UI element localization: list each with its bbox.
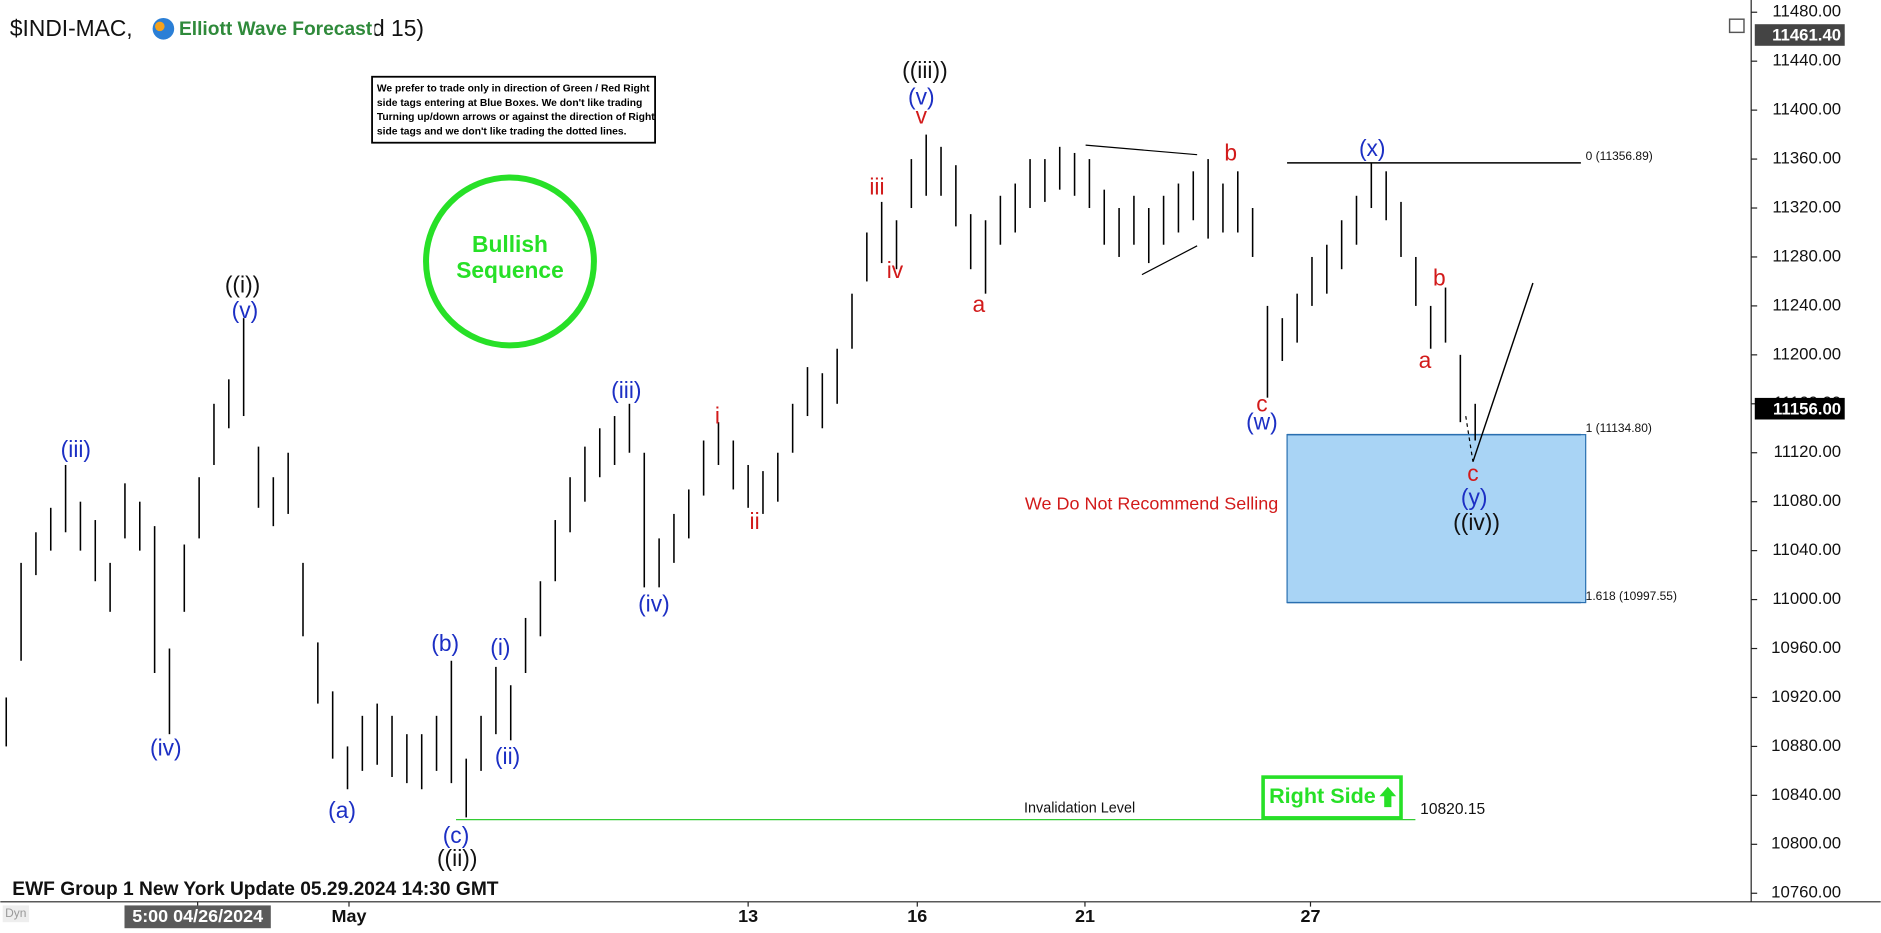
price-marker-label: 11156.00 <box>1773 399 1841 418</box>
crosshair-time-box <box>124 905 271 929</box>
wave-label: b <box>1224 140 1237 166</box>
x-tick-label: 16 <box>907 906 927 926</box>
corner-text: Dyn <box>5 906 26 920</box>
triangle-line <box>1141 245 1198 276</box>
x-tick-label: 5:00 04/26/2024 <box>132 906 263 926</box>
y-tick-label: 11440.00 <box>1772 51 1841 70</box>
title-suffix: d 15) <box>372 15 424 41</box>
wave-label: (v) <box>908 83 935 109</box>
y-tick-label: 11320.00 <box>1772 197 1841 216</box>
y-tick-label: 10800.00 <box>1771 834 1841 853</box>
wave-label: (iii) <box>61 436 91 462</box>
price-marker-box <box>1754 24 1845 46</box>
y-tick-label: 10960.00 <box>1771 638 1841 657</box>
triangle-line <box>1085 144 1198 156</box>
wave-label: v <box>916 103 928 129</box>
y-tick-label: 11240.00 <box>1772 295 1841 314</box>
disclaimer-box <box>371 75 656 144</box>
wave-label: ((iv)) <box>1453 509 1500 535</box>
wave-label: b <box>1433 264 1446 290</box>
wave-label: a <box>973 291 986 317</box>
wave-label: (x) <box>1359 135 1386 161</box>
x-tick-label: 27 <box>1300 906 1320 926</box>
y-tick-label: 10760.00 <box>1771 883 1841 902</box>
logo-icon <box>155 21 165 32</box>
wave-label: ((ii)) <box>437 845 477 871</box>
y-tick-label: 11000.00 <box>1772 589 1841 608</box>
wave-label: (iv) <box>638 591 670 617</box>
right-side-tag <box>1261 775 1403 820</box>
wave-label: (y) <box>1461 484 1488 510</box>
y-tick-label: 10880.00 <box>1771 736 1841 755</box>
invalidation-text: Invalidation Level <box>1024 801 1135 817</box>
blue-box <box>1286 434 1587 604</box>
x-tick-label: 13 <box>738 906 758 926</box>
right-side-text: Right Side <box>1269 783 1376 808</box>
wave-label: ((i)) <box>225 272 260 298</box>
footer: EWF Group 1 New York Update 05.29.2024 1… <box>12 879 498 900</box>
disclaimer-line: Turning up/down arrows or against the di… <box>377 112 655 123</box>
x-tick-label: 21 <box>1075 906 1095 926</box>
wave-label: ii <box>750 508 760 534</box>
wave-label: (ii) <box>495 743 520 769</box>
disclaimer-line: side tags entering at Blue Boxes. We don… <box>377 98 642 109</box>
logo-text: Elliott Wave Forecast <box>179 19 373 40</box>
wave-label: c <box>1256 390 1267 416</box>
y-tick-label: 11400.00 <box>1772 100 1841 119</box>
wave-label: i <box>715 402 720 428</box>
fib-label: 0 (11356.89) <box>1586 149 1653 163</box>
right-side-arrow <box>1379 786 1397 808</box>
fib-label: 1 (11134.80) <box>1586 421 1652 435</box>
wave-label: (w) <box>1246 408 1278 434</box>
corner-badge <box>2 905 30 923</box>
y-tick-label: 10920.00 <box>1771 687 1841 706</box>
price-marker-label: 11461.40 <box>1772 26 1841 45</box>
y-tick-label: 11080.00 <box>1772 491 1841 510</box>
wave-label: (b) <box>431 630 459 656</box>
x-tick-label: May <box>332 906 367 926</box>
badge-text: Sequence <box>456 257 564 283</box>
y-tick-label: 11040.00 <box>1772 540 1841 559</box>
wave-label: (iii) <box>611 377 641 403</box>
wave-label: (iv) <box>150 735 182 761</box>
disclaimer-line: We prefer to trade only in direction of … <box>377 83 650 94</box>
wave-label: iv <box>887 257 904 283</box>
chart-title: $INDI-MAC, <box>10 15 133 41</box>
wave-label: (c) <box>443 822 470 848</box>
y-tick-label: 11360.00 <box>1772 149 1841 168</box>
fib-label: 1.618 (10997.55) <box>1586 589 1677 603</box>
y-tick-label: 11480.00 <box>1772 2 1841 21</box>
wave-label: (a) <box>328 797 356 823</box>
bullish-badge <box>423 174 597 349</box>
price-marker-box <box>1754 397 1845 420</box>
marks: 10760.00 10800.00 10840.00 10880.00 10920.00… <box>5 2 1845 929</box>
wave-label: iii <box>869 173 884 199</box>
wave-label: (v) <box>232 297 259 323</box>
wave-label: c <box>1467 460 1478 486</box>
invalidation-value: 10820.15 <box>1420 801 1485 818</box>
disclaimer-line: side tags and we don't like trading the … <box>377 127 627 138</box>
badge-text: Bullish <box>472 231 548 257</box>
projection-line <box>1472 282 1534 462</box>
logo-background <box>149 11 375 46</box>
y-tick-label: 11120.00 <box>1774 442 1841 461</box>
y-tick-label: 11280.00 <box>1772 246 1841 265</box>
wave-label: (i) <box>490 634 510 660</box>
y-tick-label: 11200.00 <box>1772 344 1841 363</box>
dotted-line <box>1465 416 1474 462</box>
wave-label: a <box>1419 347 1432 373</box>
y-tick-label: 10840.00 <box>1771 785 1841 804</box>
wave-label: ((iii)) <box>902 57 948 83</box>
warning-text: We Do Not Recommend Selling <box>1025 494 1278 514</box>
panel-icon <box>1728 18 1745 34</box>
